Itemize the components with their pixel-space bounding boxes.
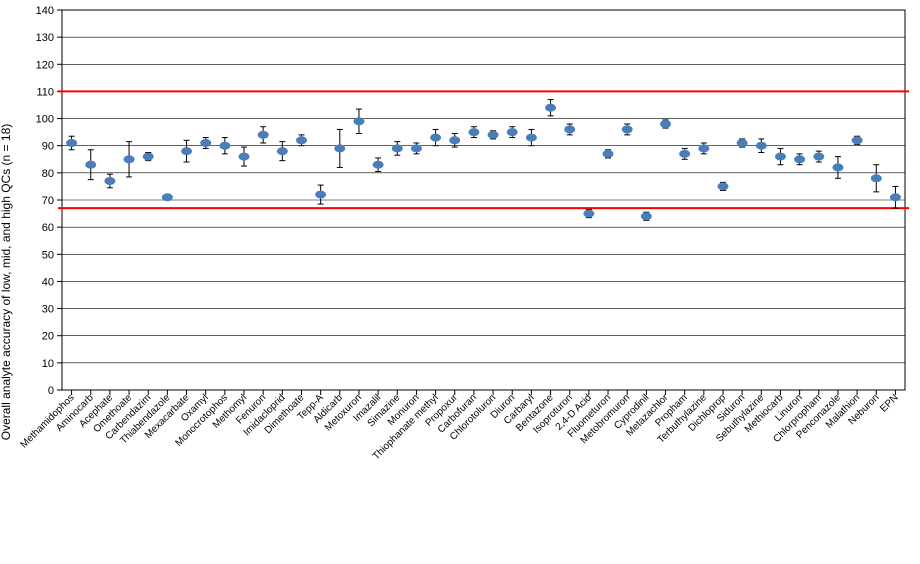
- data-point: [277, 147, 288, 155]
- data-point: [219, 142, 230, 150]
- svg-text:0: 0: [48, 385, 54, 397]
- data-point: [871, 174, 882, 182]
- data-point: [143, 153, 154, 161]
- data-point: [162, 193, 173, 201]
- data-point: [622, 125, 633, 133]
- data-point: [641, 212, 652, 220]
- data-point: [890, 193, 901, 201]
- data-point: [430, 134, 441, 142]
- data-point: [737, 139, 748, 147]
- data-point: [698, 144, 709, 152]
- svg-text:30: 30: [42, 304, 54, 316]
- data-point: [526, 134, 537, 142]
- data-point: [507, 128, 518, 136]
- data-point: [679, 150, 690, 158]
- data-point: [124, 155, 135, 163]
- y-axis-label: Overall analyte accuracy of low, mid, an…: [0, 124, 13, 440]
- data-point: [373, 161, 384, 169]
- svg-text:50: 50: [42, 249, 54, 261]
- data-point: [813, 153, 824, 161]
- svg-text:70: 70: [42, 195, 54, 207]
- svg-text:90: 90: [42, 141, 54, 153]
- data-point: [258, 131, 269, 139]
- data-point: [717, 182, 728, 190]
- data-point: [545, 104, 556, 112]
- data-point: [104, 177, 115, 185]
- data-point: [775, 153, 786, 161]
- data-point: [468, 128, 479, 136]
- data-point: [660, 120, 671, 128]
- svg-text:60: 60: [42, 222, 54, 234]
- data-point: [334, 144, 345, 152]
- svg-text:110: 110: [36, 86, 54, 98]
- data-point: [353, 117, 364, 125]
- data-point: [392, 144, 403, 152]
- svg-text:10: 10: [42, 358, 54, 370]
- svg-text:130: 130: [36, 32, 54, 44]
- data-point: [603, 150, 614, 158]
- svg-text:40: 40: [42, 276, 54, 288]
- data-point: [583, 210, 594, 218]
- data-point: [488, 131, 499, 139]
- data-point: [449, 136, 460, 144]
- accuracy-chart: Overall analyte accuracy of low, mid, an…: [0, 0, 920, 564]
- x-tick-label: EPN: [878, 392, 900, 414]
- data-point: [832, 163, 843, 171]
- data-point: [66, 139, 77, 147]
- svg-text:20: 20: [42, 331, 54, 343]
- svg-text:80: 80: [42, 168, 54, 180]
- svg-text:100: 100: [36, 114, 54, 126]
- data-point: [200, 139, 211, 147]
- data-point: [756, 142, 767, 150]
- data-point: [411, 144, 422, 152]
- data-point: [564, 125, 575, 133]
- data-point: [239, 153, 250, 161]
- svg-text:120: 120: [36, 59, 54, 71]
- data-point: [315, 191, 326, 199]
- chart-svg: 0102030405060708090100110120130140Metham…: [0, 0, 920, 564]
- data-point: [794, 155, 805, 163]
- data-point: [85, 161, 96, 169]
- data-point: [852, 136, 863, 144]
- data-point: [296, 136, 307, 144]
- svg-text:140: 140: [36, 5, 54, 17]
- data-point: [181, 147, 192, 155]
